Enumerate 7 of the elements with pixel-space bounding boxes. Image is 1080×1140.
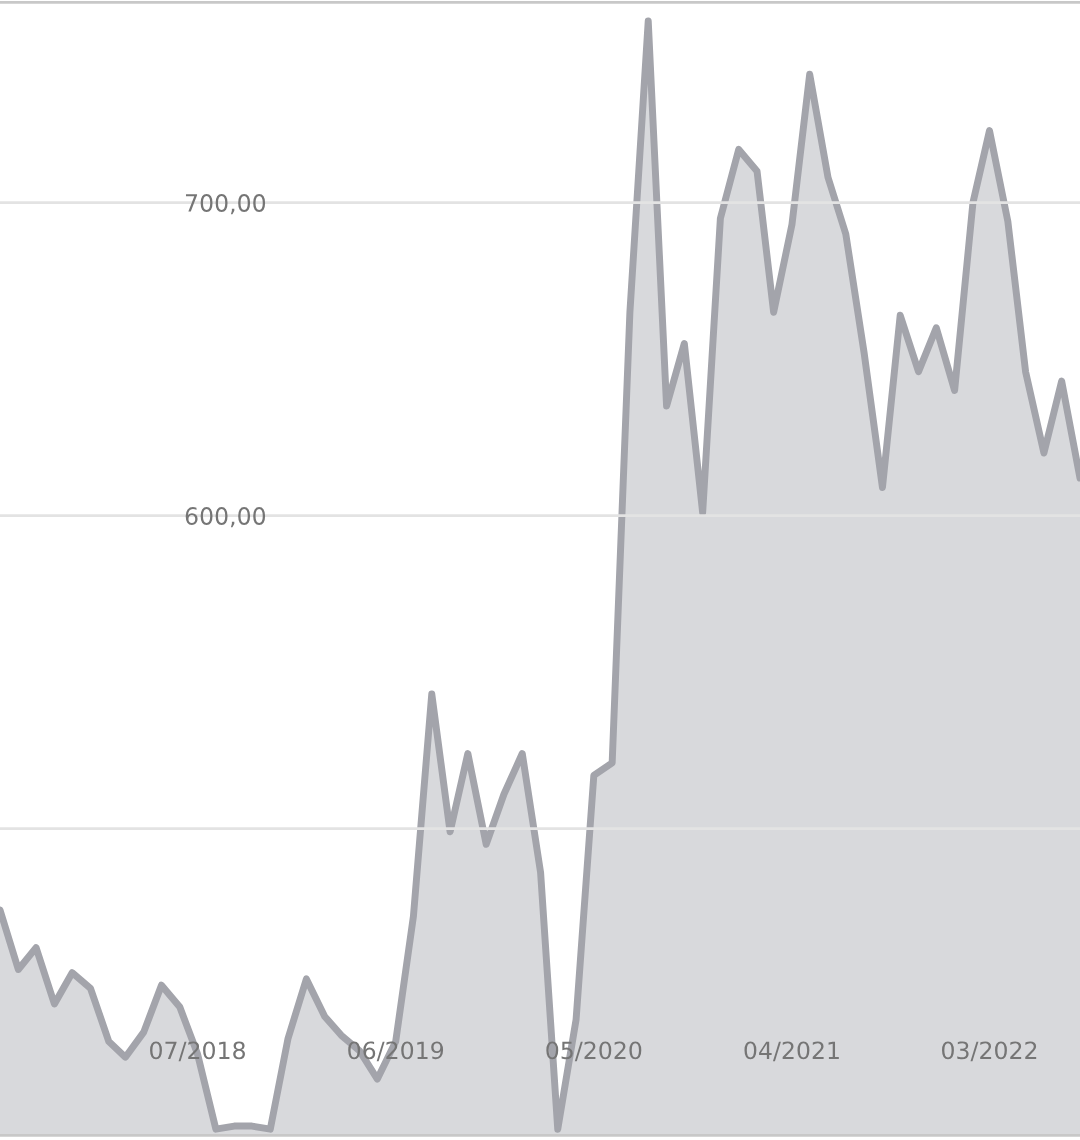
x-tick-label: 07/2018 <box>150 1041 245 1062</box>
y-tick-label: 700,00 <box>185 194 266 215</box>
x-tick-label: 04/2021 <box>744 1041 839 1062</box>
x-tick-label: 06/2019 <box>348 1041 444 1062</box>
y-tick-label: 600,00 <box>185 507 266 528</box>
x-tick-label: 03/2022 <box>942 1041 1037 1062</box>
x-tick-label: 05/2020 <box>546 1041 642 1062</box>
